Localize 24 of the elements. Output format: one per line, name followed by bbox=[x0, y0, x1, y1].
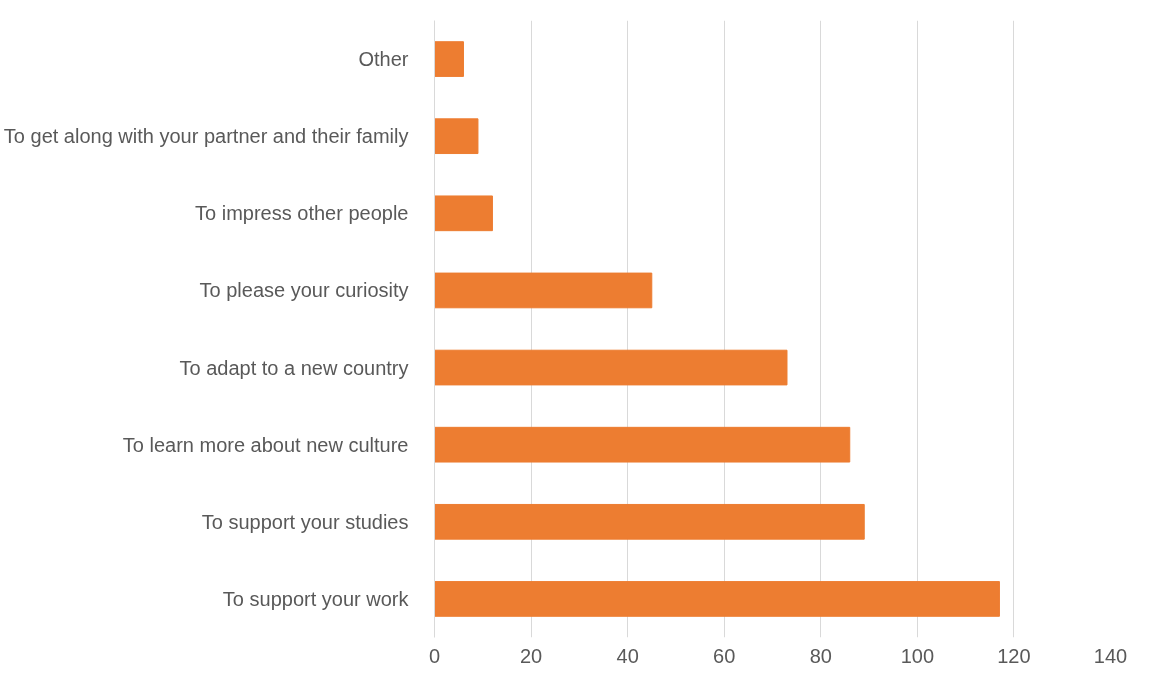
y-tick-label: To impress other people bbox=[195, 202, 409, 225]
y-tick-label: To adapt to a new country bbox=[179, 356, 409, 379]
y-tick-label: To please your curiosity bbox=[199, 279, 409, 302]
x-tick-label: 20 bbox=[519, 644, 543, 667]
y-tick-label: Other bbox=[358, 48, 409, 71]
bar bbox=[434, 581, 1000, 617]
x-tick-label: 100 bbox=[900, 644, 935, 667]
y-tick-label: To support your work bbox=[222, 587, 410, 610]
x-tick-label: 40 bbox=[616, 644, 639, 667]
x-tick-label: 120 bbox=[997, 644, 1031, 667]
bar bbox=[434, 41, 464, 77]
bar bbox=[434, 118, 479, 155]
bar bbox=[434, 195, 493, 232]
bar bbox=[434, 349, 788, 386]
y-tick-label: To learn more about new culture bbox=[122, 433, 409, 456]
bar bbox=[434, 426, 851, 463]
x-tick-label: 80 bbox=[809, 644, 832, 667]
x-tick-label: 60 bbox=[713, 644, 736, 667]
x-tick-label: 0 bbox=[428, 644, 441, 667]
y-tick-label: To support your studies bbox=[201, 510, 409, 533]
bar bbox=[434, 503, 865, 540]
bar bbox=[434, 272, 653, 309]
y-tick-label: To get along with your partner and their family bbox=[3, 125, 409, 148]
x-tick-label: 140 bbox=[1093, 644, 1128, 667]
